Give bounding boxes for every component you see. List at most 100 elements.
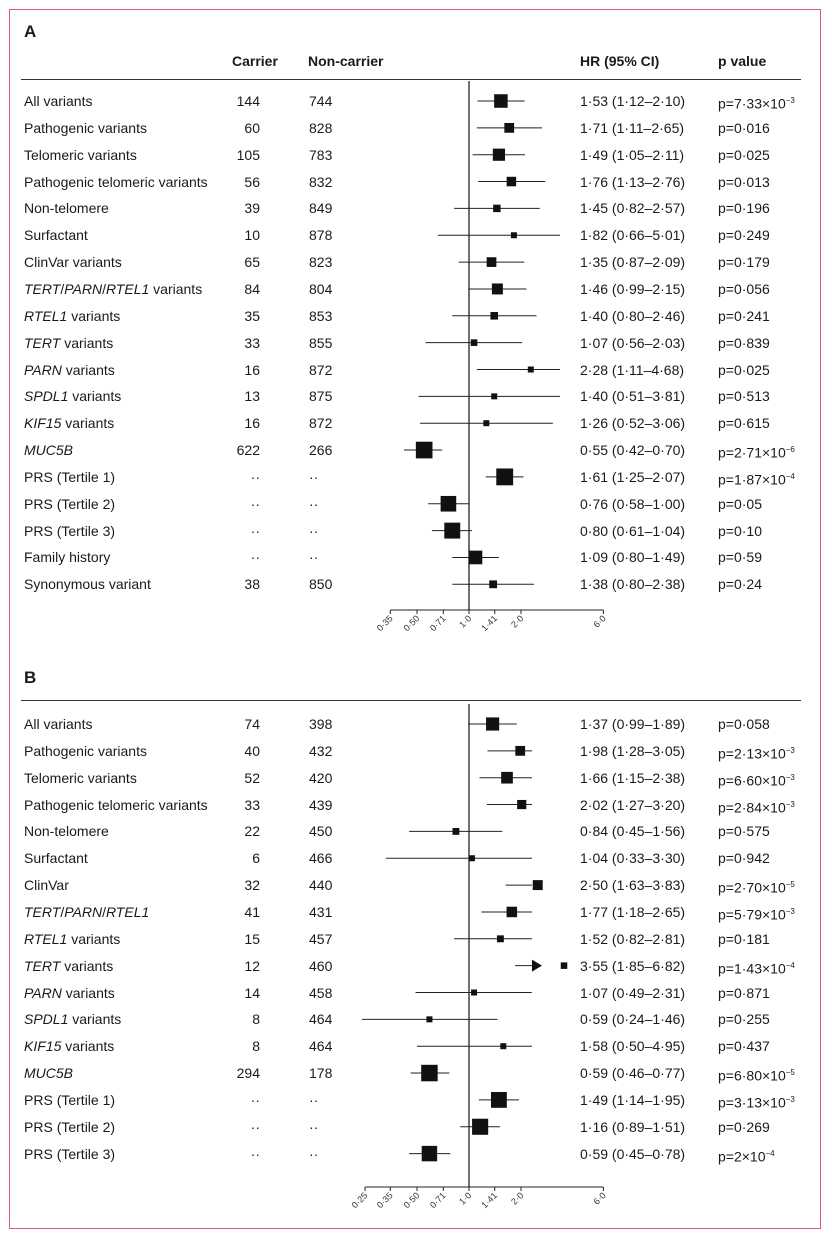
x-tick-label: 0·71 xyxy=(428,613,448,633)
carrier-count: 84 xyxy=(244,280,260,297)
row-label: PRS (Tertile 1) xyxy=(24,468,116,485)
hr-point xyxy=(471,989,478,996)
noncarrier-count: ·· xyxy=(309,1145,319,1162)
noncarrier-count: 460 xyxy=(309,957,333,974)
noncarrier-count: 178 xyxy=(309,1065,333,1082)
p-value-text: p=0·025 xyxy=(718,361,770,378)
p-value-text: p=0·513 xyxy=(718,388,770,405)
hr-ci-text: 1·45 (0·82–2·57) xyxy=(580,200,686,217)
carrier-count: ·· xyxy=(250,522,260,539)
carrier-count: 32 xyxy=(244,877,260,894)
hr-ci-text: 1·09 (0·80–1·49) xyxy=(580,549,686,566)
hr-point xyxy=(415,441,433,459)
p-value-text: p=0·05 xyxy=(718,495,762,512)
carrier-count: 33 xyxy=(244,796,260,813)
p-value-text: p=0·24 xyxy=(718,576,762,593)
p-value-text: p=0·058 xyxy=(718,716,770,732)
carrier-count: 60 xyxy=(244,119,260,136)
carrier-count: ·· xyxy=(250,1118,260,1135)
noncarrier-count: 464 xyxy=(309,1011,333,1028)
hr-ci-text: 1·98 (1·28–3·05) xyxy=(580,742,686,759)
noncarrier-count: ·· xyxy=(309,1091,319,1108)
hr-point xyxy=(501,771,513,784)
noncarrier-count: 457 xyxy=(309,930,333,947)
hr-point xyxy=(426,1016,433,1023)
p-value-text: p=0·59 xyxy=(718,549,762,566)
noncarrier-count: 804 xyxy=(309,280,333,297)
row-label: PRS (Tertile 3) xyxy=(24,522,116,539)
x-tick-label: 2·0 xyxy=(509,1190,525,1206)
carrier-count: 622 xyxy=(236,442,260,459)
carrier-count: 10 xyxy=(244,227,260,244)
carrier-count: 105 xyxy=(236,146,260,163)
hr-point xyxy=(493,204,501,213)
noncarrier-count: ·· xyxy=(309,495,319,512)
p-value-text: p=0·025 xyxy=(718,146,770,163)
carrier-count: 74 xyxy=(244,716,260,732)
noncarrier-count: 872 xyxy=(309,415,333,432)
x-tick-label: 1·41 xyxy=(479,613,499,633)
hr-point xyxy=(486,717,500,731)
hr-point xyxy=(444,522,461,539)
hr-ci-text: 1·49 (1·14–1·95) xyxy=(580,1091,686,1108)
x-tick-label: 0·50 xyxy=(402,613,422,633)
p-value-text: p=0·615 xyxy=(718,415,770,432)
row-label: PRS (Tertile 3) xyxy=(24,1145,116,1162)
carrier-count: 35 xyxy=(244,307,260,324)
panel-label-b: B xyxy=(24,668,37,687)
hr-ci-text: 1·61 (1·25–2·07) xyxy=(580,468,686,485)
p-value-text: p=2·70×10−5 xyxy=(718,879,795,896)
hr-point xyxy=(494,94,508,108)
row-label: PARN variants xyxy=(24,984,115,1001)
hr-ci-text: 1·40 (0·51–3·81) xyxy=(580,388,686,405)
header-hr: HR (95% CI) xyxy=(580,53,660,69)
row-label: MUC5B xyxy=(24,442,74,459)
noncarrier-count: 439 xyxy=(309,796,333,813)
noncarrier-count: ·· xyxy=(309,1118,319,1135)
x-tick-label: 6·0 xyxy=(592,613,608,629)
carrier-count: 8 xyxy=(252,1011,260,1028)
noncarrier-count: 431 xyxy=(309,903,333,920)
hr-ci-text: 0·80 (0·61–1·04) xyxy=(580,522,686,539)
x-tick-label: 0·25 xyxy=(350,1190,370,1210)
noncarrier-count: ·· xyxy=(309,468,319,485)
row-label: Family history xyxy=(24,549,111,566)
row-label: Surfactant xyxy=(24,850,88,867)
row-label: TERT/PARN/RTEL1 variants xyxy=(24,280,203,297)
noncarrier-count: 872 xyxy=(309,361,333,378)
row-label: Pathogenic variants xyxy=(24,742,147,759)
noncarrier-count: ·· xyxy=(309,549,319,566)
p-value-text: p=0·575 xyxy=(718,823,770,840)
row-label: PRS (Tertile 2) xyxy=(24,495,116,512)
x-tick-label: 0·50 xyxy=(402,1190,422,1210)
hr-ci-text: 1·07 (0·56–2·03) xyxy=(580,334,686,351)
hr-ci-text: 1·26 (0·52–3·06) xyxy=(580,415,686,432)
hr-ci-text: 0·55 (0·42–0·70) xyxy=(580,442,686,459)
noncarrier-count: 432 xyxy=(309,742,333,759)
carrier-count: 56 xyxy=(244,173,260,190)
row-label: Non-telomere xyxy=(24,200,109,217)
hr-point xyxy=(504,122,515,133)
row-label: Pathogenic telomeric variants xyxy=(24,796,208,813)
carrier-count: 22 xyxy=(244,823,260,840)
carrier-count: 39 xyxy=(244,200,260,217)
p-value-text: p=0·196 xyxy=(718,200,770,217)
hr-ci-text: 0·84 (0·45–1·56) xyxy=(580,823,686,840)
hr-ci-text: 1·66 (1·15–2·38) xyxy=(580,769,686,786)
row-label: Telomeric variants xyxy=(24,769,137,786)
noncarrier-count: 878 xyxy=(309,227,333,244)
hr-point xyxy=(506,176,517,187)
hr-point xyxy=(527,366,534,373)
hr-ci-text: 1·35 (0·87–2·09) xyxy=(580,254,686,271)
hr-point xyxy=(490,1091,507,1108)
p-value-text: p=0·013 xyxy=(718,173,770,190)
p-value-text: p=2·84×10−3 xyxy=(718,799,795,816)
noncarrier-count: 832 xyxy=(309,173,333,190)
row-label: TERT/PARN/RTEL1 xyxy=(24,903,150,920)
carrier-count: 65 xyxy=(244,254,260,271)
p-value-text: p=0·871 xyxy=(718,984,770,1001)
p-value-text: p=5·79×10−3 xyxy=(718,906,795,923)
p-value-text: p=0·241 xyxy=(718,307,770,324)
p-value-text: p=2·13×10−3 xyxy=(718,745,795,762)
hr-point xyxy=(440,495,457,512)
